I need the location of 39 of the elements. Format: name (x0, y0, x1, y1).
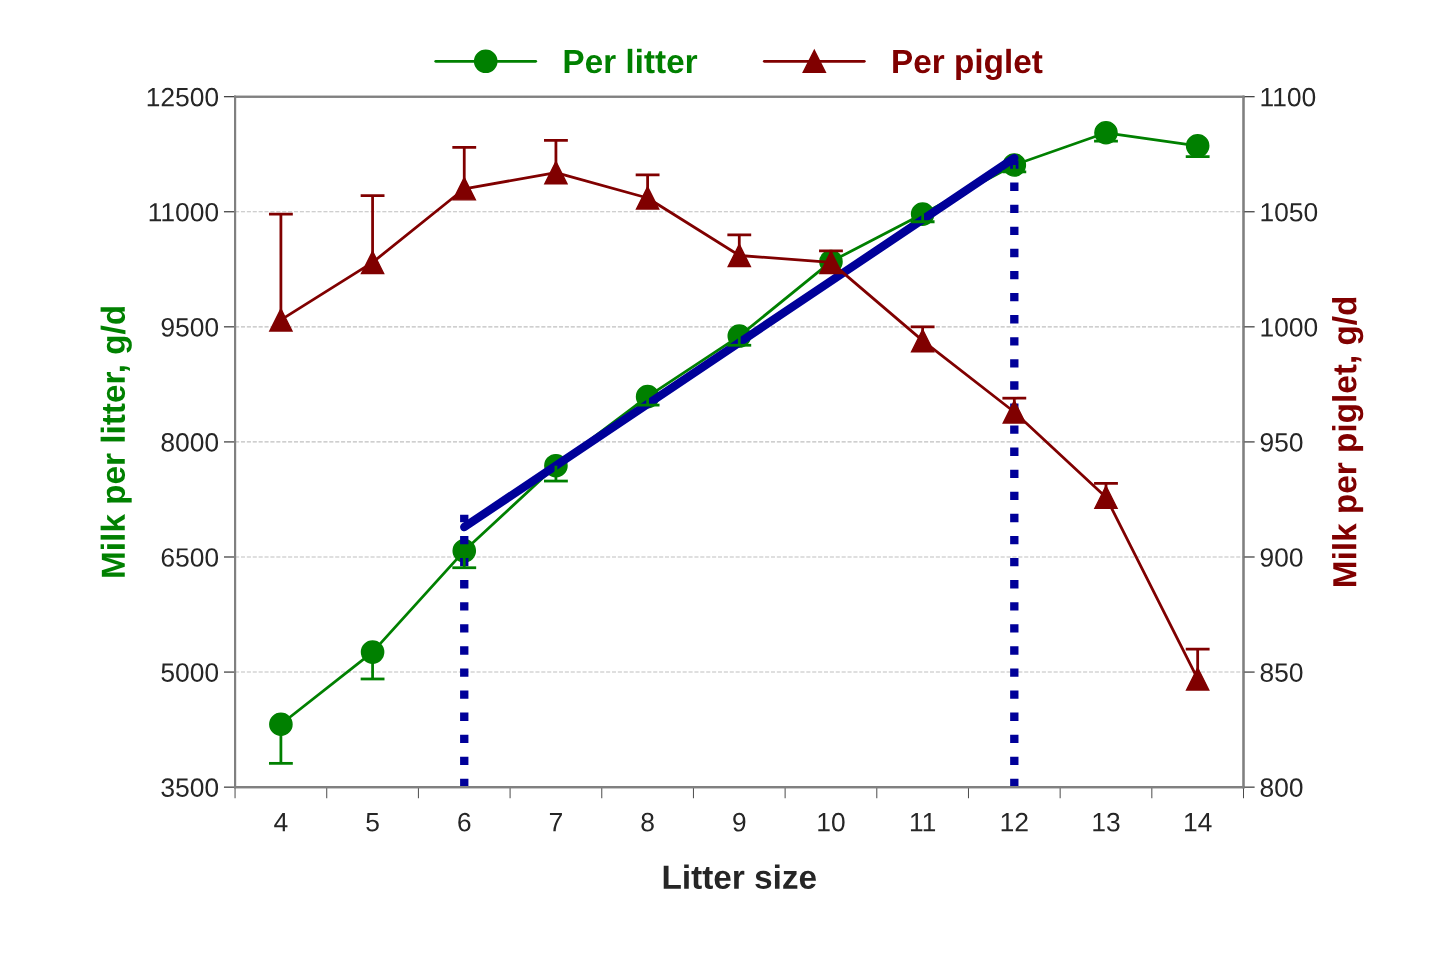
x-axis-title: Litter size (663, 864, 816, 889)
x-tick-label: 11 (910, 813, 936, 832)
x-tick-label: 4 (274, 813, 288, 832)
point (1002, 400, 1027, 424)
x-tick-label: 14 (1185, 813, 1212, 832)
point (1185, 667, 1210, 691)
y2-tick-label: 1000 (1261, 317, 1318, 337)
x-tick-label: 8 (641, 812, 654, 832)
y-tick-label: 3500 (161, 778, 219, 797)
point (269, 712, 293, 737)
point (1094, 485, 1118, 509)
y2-tick-label: 950 (1260, 433, 1303, 452)
legend-label: Per litter (564, 48, 698, 74)
x-tick-label: 5 (366, 813, 379, 832)
y-tick-label: 8000 (161, 433, 219, 452)
y-tick-label: 12500 (147, 87, 219, 107)
y2-tick-label: 900 (1260, 548, 1303, 567)
legend-label: Per piglet (893, 48, 1043, 81)
y-axis-title: Milk per litter, g/d (100, 307, 132, 577)
x-tick-label: 13 (1093, 812, 1120, 832)
y2-tick-label: 850 (1260, 663, 1303, 682)
x-tick-label: 9 (733, 812, 746, 832)
point (1094, 120, 1118, 145)
y2-tick-label: 1050 (1261, 202, 1318, 222)
x-tick-label: 10 (818, 812, 845, 832)
point (635, 186, 660, 210)
x-tick-label: 7 (549, 813, 562, 832)
y-tick-label: 6500 (161, 548, 219, 567)
x-tick-label: 6 (458, 812, 471, 832)
y-tick-label: 11000 (149, 202, 219, 222)
x-tick-label: 12 (1001, 812, 1028, 832)
y2-tick-label: 1100 (1261, 87, 1316, 107)
y-tick-label: 5000 (161, 663, 219, 682)
point (269, 308, 293, 332)
y2-axis-title: Milk per piglet, g/d (1332, 297, 1364, 586)
y-tick-label: 9500 (161, 317, 219, 337)
point (1185, 133, 1210, 158)
point (360, 640, 385, 664)
y2-tick-label: 800 (1260, 778, 1303, 797)
